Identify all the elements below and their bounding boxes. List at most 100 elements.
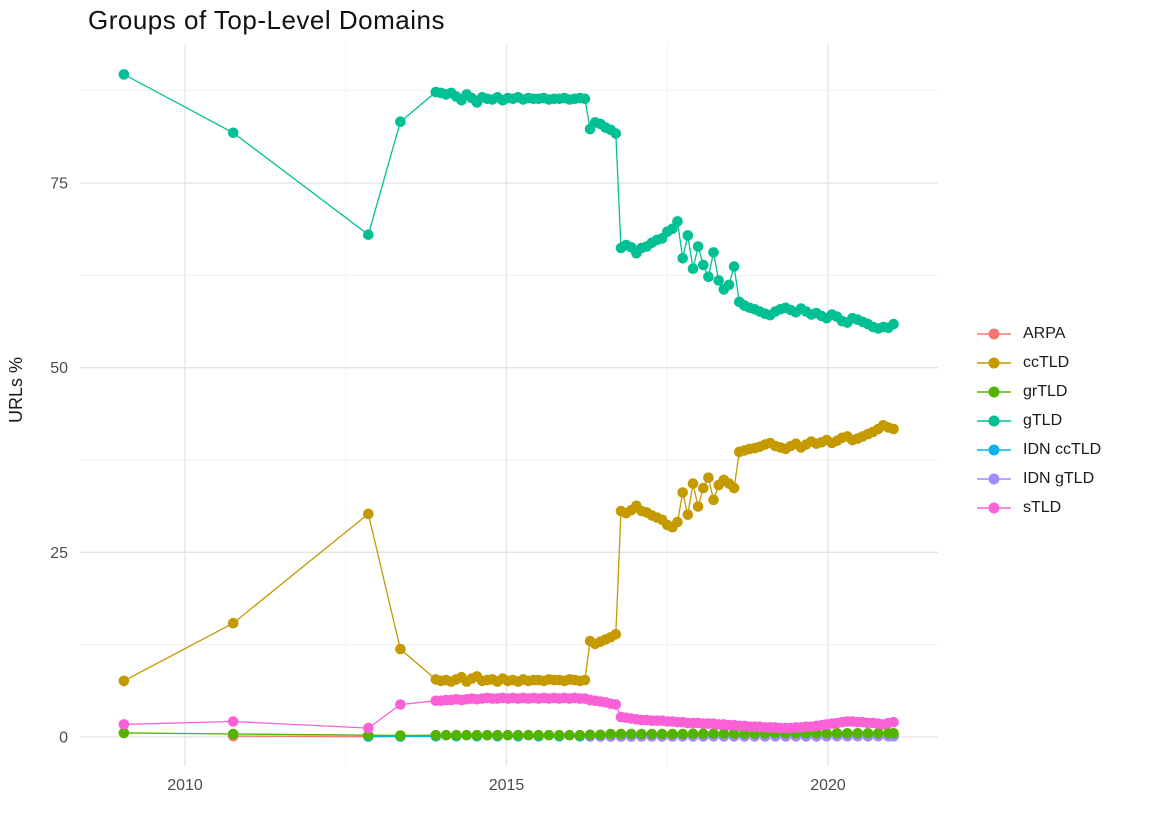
series-gTLD	[118, 69, 899, 334]
data-point	[728, 482, 740, 494]
data-point	[461, 729, 472, 741]
data-point	[610, 128, 622, 139]
y-tick-label: 25	[50, 545, 68, 562]
data-point	[430, 729, 442, 741]
legend: ARPA ccTLD grTLD gTLD IDN ccTLD IDN gTLD sTLD	[977, 324, 1101, 517]
y-tick-label: 75	[50, 175, 68, 192]
data-point	[610, 629, 622, 640]
legend-item-IDN-gTLD: IDN gTLD	[977, 469, 1101, 488]
data-point	[118, 675, 130, 687]
data-point	[687, 263, 699, 275]
data-point	[687, 478, 699, 489]
legend-label: IDN gTLD	[1023, 469, 1095, 487]
data-point	[227, 728, 239, 740]
data-point	[502, 729, 514, 741]
data-point	[677, 487, 688, 498]
data-point	[564, 729, 575, 741]
data-point	[610, 699, 622, 710]
data-point	[625, 728, 637, 740]
data-point	[708, 247, 719, 258]
data-point	[512, 729, 524, 741]
series-ccTLD	[118, 420, 899, 687]
data-point	[471, 729, 483, 741]
data-point	[888, 318, 899, 330]
legend-key-icon	[977, 382, 1011, 401]
legend-item-gTLD: gTLD	[977, 411, 1101, 430]
legend-key-icon	[977, 498, 1011, 517]
data-point	[118, 719, 130, 730]
data-point	[553, 729, 565, 741]
data-point	[615, 728, 627, 740]
data-point	[118, 69, 130, 80]
data-point	[543, 729, 555, 741]
grid-minor	[80, 44, 938, 766]
legend-label: ARPA	[1023, 324, 1066, 342]
legend-item-ccTLD: ccTLD	[977, 353, 1101, 372]
data-point	[831, 728, 843, 739]
legend-key-dot	[988, 473, 1000, 484]
legend-label: ccTLD	[1023, 353, 1070, 371]
legend-key-dot	[988, 444, 1000, 455]
data-point	[677, 252, 688, 264]
data-point	[395, 699, 406, 710]
data-point	[728, 261, 740, 272]
legend-label: gTLD	[1023, 411, 1063, 429]
data-point	[227, 127, 239, 139]
data-point	[713, 275, 724, 286]
data-point	[451, 729, 462, 741]
data-point	[698, 482, 709, 494]
data-point	[692, 241, 704, 252]
data-point	[862, 728, 874, 739]
data-point	[698, 259, 709, 271]
legend-label: IDN ccTLD	[1023, 440, 1102, 458]
legend-label: grTLD	[1023, 382, 1068, 400]
legend-key-dot	[988, 328, 1000, 339]
data-point	[667, 223, 678, 235]
legend-key-icon	[977, 411, 1011, 430]
data-point	[708, 494, 719, 506]
data-point	[579, 93, 591, 105]
data-point	[852, 728, 863, 739]
x-tick-label: 2010	[167, 777, 203, 794]
data-point	[363, 722, 374, 734]
data-point	[227, 617, 239, 629]
data-point	[692, 501, 704, 512]
legend-key-icon	[977, 353, 1011, 372]
y-axis-title: URLs %	[6, 356, 26, 424]
data-point	[682, 509, 694, 520]
data-point	[579, 674, 591, 686]
data-point	[646, 728, 658, 740]
data-point	[363, 229, 374, 240]
x-tick-label: 2020	[810, 777, 846, 794]
data-point	[672, 516, 683, 528]
data-point	[492, 729, 503, 741]
legend-label: sTLD	[1023, 498, 1062, 516]
data-point	[703, 472, 714, 484]
data-point	[718, 728, 730, 739]
data-point	[667, 728, 678, 740]
data-point	[395, 116, 406, 127]
y-axis-labels: 0 25 50 75	[50, 175, 68, 746]
data-point	[656, 728, 668, 740]
data-point	[821, 728, 832, 739]
legend-key-dot	[988, 415, 1000, 426]
data-point	[888, 728, 899, 739]
data-point	[872, 728, 884, 739]
data-point	[440, 729, 452, 741]
data-point	[605, 728, 616, 740]
data-point	[708, 728, 719, 739]
data-point	[672, 216, 683, 227]
legend-key-dot	[988, 502, 1000, 513]
y-tick-label: 0	[59, 730, 68, 747]
data-point	[842, 728, 853, 739]
series-line	[123, 424, 894, 683]
data-point	[677, 728, 688, 740]
data-point	[584, 729, 596, 741]
legend-item-grTLD: grTLD	[977, 382, 1101, 401]
data-point	[363, 508, 374, 520]
data-point	[227, 716, 239, 727]
legend-key-dot	[988, 357, 1000, 368]
legend-item-ARPA: ARPA	[977, 324, 1101, 343]
